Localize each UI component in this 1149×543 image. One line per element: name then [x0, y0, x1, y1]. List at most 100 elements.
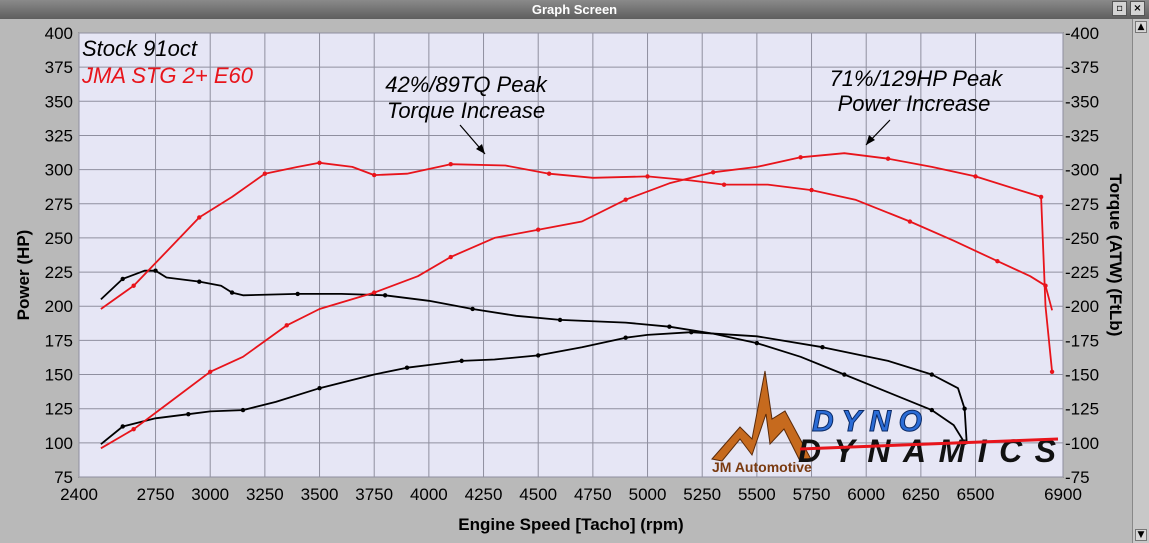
restore-window-button[interactable]: ▫: [1112, 1, 1127, 16]
x-tick-label: 5000: [629, 485, 667, 504]
power-annotation-line1: 71%/129HP Peak: [830, 66, 1004, 91]
data-point: [929, 372, 934, 377]
data-point: [262, 171, 268, 176]
close-window-button[interactable]: ×: [1130, 1, 1145, 16]
x-tick-label: 6000: [847, 485, 885, 504]
data-point: [448, 254, 453, 260]
y-tick-label-right: -275: [1065, 195, 1099, 214]
data-point: [536, 353, 541, 358]
x-tick-label: 6500: [957, 485, 995, 504]
data-point: [153, 268, 158, 273]
x-tick-label: 4000: [410, 485, 448, 504]
y-tick-label-right: -175: [1065, 331, 1099, 350]
power-arrow-head: [866, 135, 875, 145]
logo-swoosh: [799, 437, 1059, 451]
data-point: [973, 174, 978, 179]
x-tick-label: 4250: [465, 485, 503, 504]
left-axis-ticks: 75 100 125 150 175 200 225 250 275 300 325 350 375 40…: [45, 24, 73, 487]
data-point: [208, 369, 213, 375]
data-point: [317, 160, 322, 165]
data-point: [710, 170, 716, 175]
data-point: [295, 291, 300, 297]
x-tick-label: 3000: [191, 485, 229, 504]
scroll-up-arrow-icon[interactable]: ▲: [1135, 21, 1147, 33]
data-point: [546, 171, 552, 176]
window-titlebar: Graph Screen ▫ ×: [0, 0, 1149, 19]
x-tick-label: 2400: [60, 485, 98, 504]
scroll-down-arrow-icon[interactable]: ▼: [1135, 529, 1147, 541]
y-tick-label-right: -250: [1065, 229, 1099, 248]
y-tick-label-right: -75: [1065, 468, 1090, 487]
series-lines: [100, 152, 1055, 450]
data-point: [645, 174, 650, 179]
data-point: [623, 335, 628, 340]
y-tick-label-left: 250: [45, 229, 73, 248]
data-point: [1043, 283, 1048, 288]
y-tick-label-left: 275: [45, 195, 73, 214]
y-tick-label-left: 300: [45, 161, 73, 180]
data-point: [842, 372, 847, 377]
x-tick-label: 4750: [574, 485, 612, 504]
right-axis-ticks: -75 -100 -125 -150 -175 -200 -225 -250 -275 -300 -…: [1065, 24, 1099, 487]
data-point: [536, 227, 541, 232]
torque-annotation-line1: 42%/89TQ Peak: [385, 72, 547, 97]
data-point: [809, 187, 814, 193]
x-tick-label: 3500: [301, 485, 339, 504]
data-point: [557, 317, 563, 323]
y-tick-label-left: 125: [45, 400, 73, 419]
x-axis-ticks: 2400 2750 3000 3250 3500 3750 4000 4250 4500 4750…: [60, 485, 1082, 504]
data-point: [284, 323, 289, 328]
data-point: [667, 324, 672, 329]
data-point: [197, 215, 202, 220]
y-tick-label-left: 325: [45, 126, 73, 145]
data-point: [131, 426, 136, 432]
data-point: [995, 258, 1000, 264]
series-line-power-stock: [100, 331, 968, 445]
y-tick-label-right: -225: [1065, 263, 1099, 282]
data-point: [459, 358, 464, 364]
right-axis-title: Torque (ATW) (FtLb): [1106, 174, 1125, 337]
y-tick-label-right: -375: [1065, 58, 1099, 77]
data-point: [929, 407, 934, 413]
x-tick-label: 5250: [683, 485, 721, 504]
x-tick-label: 3250: [246, 485, 284, 504]
data-point: [907, 219, 913, 224]
y-tick-label-left: 150: [45, 366, 73, 385]
data-point: [885, 156, 891, 161]
data-point: [120, 424, 125, 429]
data-point: [754, 340, 760, 346]
y-tick-label-right: -125: [1065, 400, 1099, 419]
y-tick-label-left: 375: [45, 58, 73, 77]
data-point: [240, 407, 246, 413]
data-point: [372, 172, 377, 178]
series-line-power-tuned: [100, 152, 1053, 450]
left-axis-title: Power (HP): [14, 230, 33, 321]
data-point: [186, 411, 191, 417]
x-tick-label: 5500: [738, 485, 776, 504]
x-tick-label: 5750: [793, 485, 831, 504]
y-tick-label-right: -150: [1065, 366, 1099, 385]
y-tick-label-left: 75: [54, 468, 73, 487]
y-tick-label-left: 100: [45, 434, 73, 453]
x-axis-title: Engine Speed [Tacho] (rpm): [458, 515, 683, 534]
data-point: [404, 365, 410, 370]
y-tick-label-left: 225: [45, 263, 73, 282]
legend-tuned: JMA STG 2+ E60: [81, 63, 254, 88]
vertical-scrollbar[interactable]: ▲ ▼: [1132, 19, 1149, 543]
data-point: [798, 155, 803, 160]
dyno-chart: 75 100 125 150 175 200 225 250 275 300 325 350 375 40…: [14, 24, 1125, 534]
power-annotation-line2: Power Increase: [838, 91, 991, 116]
window-title: Graph Screen: [531, 2, 618, 17]
data-point: [120, 276, 125, 282]
y-tick-label-right: -350: [1065, 92, 1099, 111]
window-controls: ▫ ×: [1112, 1, 1145, 16]
data-point: [131, 283, 136, 288]
plot-area: [78, 32, 1064, 478]
data-point: [1049, 369, 1055, 375]
x-tick-label: 6250: [902, 485, 940, 504]
y-tick-label-right: -400: [1065, 24, 1099, 43]
data-point: [448, 161, 453, 167]
data-point: [382, 293, 388, 298]
y-tick-label-left: 350: [45, 92, 73, 111]
data-point: [721, 182, 727, 187]
